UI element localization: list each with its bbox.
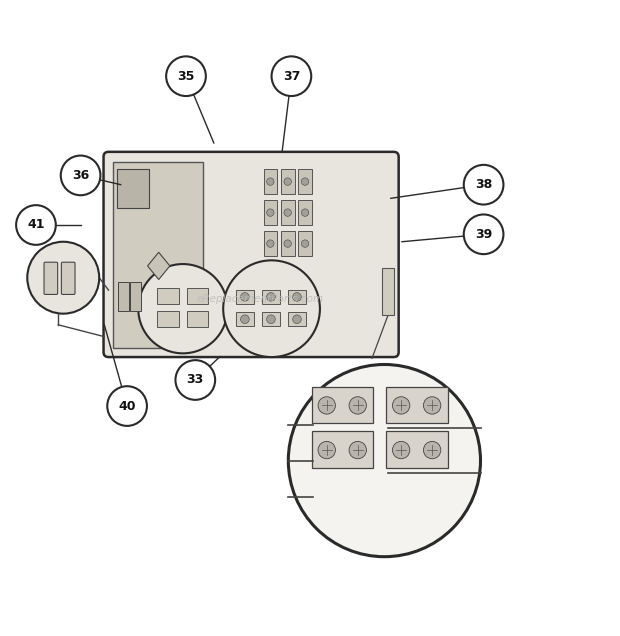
Circle shape	[318, 397, 335, 414]
Circle shape	[284, 209, 291, 216]
FancyBboxPatch shape	[61, 262, 75, 294]
Circle shape	[107, 386, 147, 426]
Text: 41: 41	[27, 219, 45, 232]
Bar	[264, 232, 277, 256]
FancyBboxPatch shape	[130, 282, 141, 311]
Text: 37: 37	[283, 70, 300, 83]
Circle shape	[301, 240, 309, 247]
Circle shape	[267, 178, 274, 185]
Circle shape	[464, 165, 503, 205]
Bar	[288, 290, 306, 304]
Circle shape	[318, 441, 335, 459]
Text: eReplacementParts.com: eReplacementParts.com	[197, 294, 324, 305]
Bar	[281, 232, 294, 256]
Bar	[236, 312, 254, 326]
Circle shape	[267, 209, 274, 216]
FancyBboxPatch shape	[44, 262, 58, 294]
FancyBboxPatch shape	[104, 152, 399, 357]
Polygon shape	[148, 252, 170, 280]
Circle shape	[464, 214, 503, 254]
Circle shape	[223, 260, 320, 357]
FancyBboxPatch shape	[312, 387, 373, 424]
Text: 36: 36	[72, 169, 89, 182]
Circle shape	[267, 315, 275, 324]
Circle shape	[284, 240, 291, 247]
Circle shape	[392, 397, 410, 414]
Bar	[157, 311, 179, 328]
Bar	[298, 232, 312, 256]
Bar	[187, 287, 208, 304]
Text: 38: 38	[475, 178, 492, 191]
Circle shape	[392, 441, 410, 459]
Bar	[157, 287, 179, 304]
Circle shape	[301, 178, 309, 185]
Circle shape	[16, 205, 56, 245]
Bar	[298, 169, 312, 194]
Circle shape	[293, 315, 301, 324]
Text: 39: 39	[475, 228, 492, 241]
Circle shape	[267, 293, 275, 301]
Circle shape	[175, 360, 215, 400]
Circle shape	[423, 397, 441, 414]
Bar	[113, 162, 203, 348]
Bar	[281, 200, 294, 225]
Bar	[264, 200, 277, 225]
Circle shape	[138, 264, 228, 354]
Circle shape	[423, 441, 441, 459]
FancyBboxPatch shape	[117, 169, 149, 207]
FancyBboxPatch shape	[386, 431, 448, 468]
Circle shape	[166, 57, 206, 96]
Circle shape	[27, 242, 99, 314]
Circle shape	[241, 293, 249, 301]
Bar	[262, 312, 280, 326]
Text: 35: 35	[177, 70, 195, 83]
Text: 33: 33	[187, 373, 204, 387]
FancyBboxPatch shape	[312, 431, 373, 468]
Bar	[281, 169, 294, 194]
Circle shape	[272, 57, 311, 96]
Bar	[298, 200, 312, 225]
Circle shape	[284, 178, 291, 185]
Circle shape	[288, 364, 480, 556]
FancyBboxPatch shape	[386, 387, 448, 424]
Circle shape	[61, 156, 100, 195]
Circle shape	[349, 397, 366, 414]
Bar	[382, 268, 394, 315]
Bar	[288, 312, 306, 326]
Bar	[187, 311, 208, 328]
Circle shape	[293, 293, 301, 301]
Circle shape	[349, 441, 366, 459]
Circle shape	[301, 209, 309, 216]
FancyBboxPatch shape	[118, 282, 129, 311]
Bar	[236, 290, 254, 304]
Bar	[262, 290, 280, 304]
Text: 40: 40	[118, 399, 136, 413]
Circle shape	[241, 315, 249, 324]
Circle shape	[267, 240, 274, 247]
Bar	[264, 169, 277, 194]
